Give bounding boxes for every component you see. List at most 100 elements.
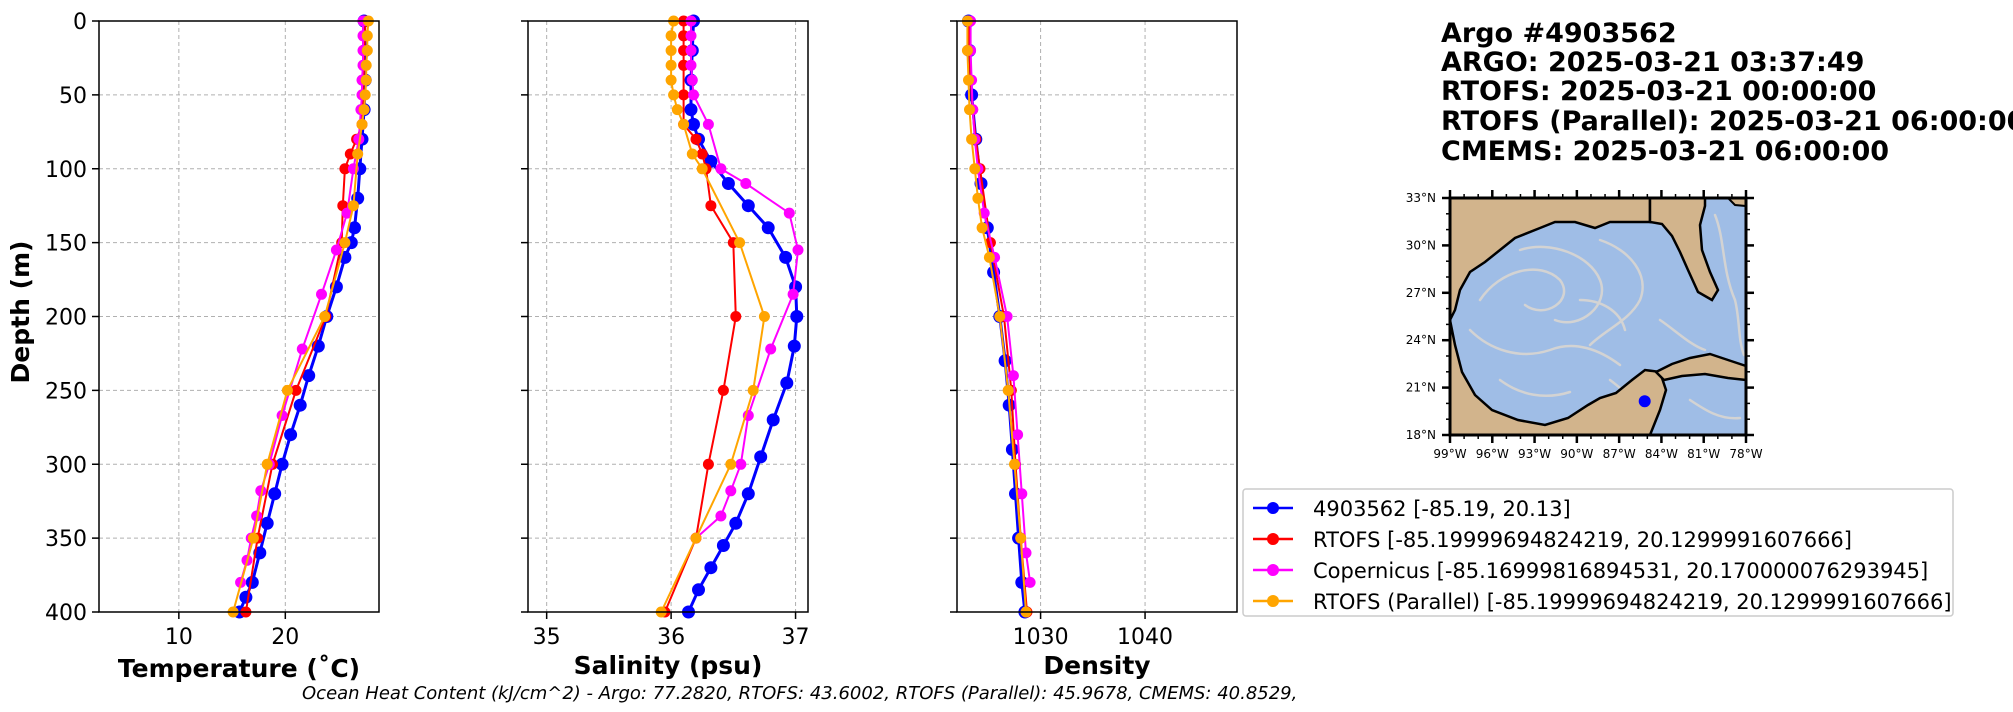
data-point-copernicus bbox=[702, 118, 714, 130]
data-point-parallel bbox=[668, 89, 680, 101]
data-point-rtofs bbox=[730, 311, 742, 322]
data-point-argo bbox=[741, 199, 755, 213]
legend-swatch-marker bbox=[1267, 564, 1279, 576]
argo-location-marker bbox=[1638, 395, 1651, 408]
x-tick-label: 36 bbox=[657, 625, 685, 650]
data-point-argo bbox=[268, 487, 282, 501]
data-point-parallel bbox=[994, 311, 1006, 322]
map-frame bbox=[1448, 196, 1748, 437]
data-point-copernicus bbox=[787, 288, 799, 300]
data-point-argo bbox=[293, 398, 307, 412]
data-point-argo bbox=[780, 376, 794, 390]
series-line-rtofs bbox=[663, 21, 737, 613]
map-lat-label: 30°N bbox=[1406, 238, 1436, 252]
x-tick-label: 1040 bbox=[1117, 625, 1173, 650]
data-point-parallel bbox=[972, 192, 984, 204]
x-tick-label: 35 bbox=[533, 625, 561, 650]
data-point-copernicus bbox=[296, 343, 308, 355]
data-point-copernicus bbox=[685, 30, 697, 42]
data-point-copernicus bbox=[1007, 370, 1019, 382]
data-point-parallel bbox=[1002, 384, 1014, 396]
x-tick-label: 37 bbox=[782, 625, 810, 650]
data-point-parallel bbox=[360, 59, 372, 71]
legend-label: RTOFS (Parallel) [-85.19999694824219, 20… bbox=[1313, 590, 1952, 614]
legend: 4903562 [-85.19, 20.13] RTOFS [-85.199996… bbox=[1242, 488, 1954, 617]
y-tick-label: 150 bbox=[45, 232, 87, 257]
x-axis-label: Temperature (˚C) bbox=[118, 654, 360, 683]
legend-swatch-marker bbox=[1267, 595, 1279, 607]
data-point-parallel bbox=[734, 237, 746, 249]
data-point-argo bbox=[754, 450, 768, 464]
map-lat-label: 21°N bbox=[1406, 381, 1436, 395]
data-point-rtofs bbox=[696, 148, 708, 160]
series-line-copernicus bbox=[239, 21, 364, 583]
map-streamline bbox=[1518, 245, 1604, 324]
data-point-parallel bbox=[758, 311, 770, 322]
legend-swatch-marker bbox=[1267, 533, 1279, 545]
map-lon-label: 84°W bbox=[1645, 447, 1678, 461]
data-point-parallel bbox=[961, 45, 973, 56]
title-line-cmems-time: CMEMS: 2025-03-21 06:00:00 bbox=[1441, 136, 1889, 167]
data-point-argo bbox=[761, 221, 775, 235]
data-point-argo bbox=[741, 487, 755, 501]
map-lon-label: 81°W bbox=[1687, 447, 1720, 461]
data-point-copernicus bbox=[685, 45, 697, 56]
legend-swatch-marker bbox=[1267, 502, 1279, 514]
legend-label: RTOFS [-85.19999694824219, 20.1299991607… bbox=[1313, 528, 1852, 552]
data-point-parallel bbox=[725, 458, 737, 470]
data-point-copernicus bbox=[686, 74, 698, 86]
y-tick-label: 100 bbox=[45, 158, 87, 183]
data-point-parallel bbox=[963, 74, 974, 86]
data-point-copernicus bbox=[1024, 576, 1036, 588]
data-point-copernicus bbox=[715, 163, 727, 175]
map-lat-label: 24°N bbox=[1406, 333, 1436, 347]
data-point-parallel bbox=[665, 45, 677, 56]
ohc-caption: Ocean Heat Content (kJ/cm^2) - Argo: 77.… bbox=[302, 683, 1297, 704]
map-lat-label: 18°N bbox=[1406, 428, 1436, 442]
data-point-argo bbox=[687, 117, 700, 131]
data-point-argo bbox=[692, 583, 705, 597]
data-point-copernicus bbox=[1012, 429, 1024, 441]
data-point-parallel bbox=[361, 30, 373, 42]
data-point-copernicus bbox=[978, 207, 990, 219]
y-tick-label: 250 bbox=[45, 379, 87, 404]
data-point-argo bbox=[260, 516, 274, 530]
data-point-argo bbox=[302, 369, 316, 383]
data-point-copernicus bbox=[688, 89, 699, 101]
data-point-copernicus bbox=[353, 133, 365, 145]
y-tick-label: 350 bbox=[45, 527, 87, 552]
data-point-copernicus bbox=[330, 244, 342, 256]
data-point-copernicus bbox=[740, 178, 752, 189]
series-line-parallel bbox=[232, 20, 370, 613]
y-tick-label: 300 bbox=[45, 453, 87, 478]
map-streamline bbox=[1578, 298, 1627, 332]
data-point-copernicus bbox=[783, 207, 795, 219]
data-point-copernicus bbox=[725, 485, 737, 497]
title-line-argo-time: ARGO: 2025-03-21 03:37:49 bbox=[1441, 47, 1864, 78]
data-point-argo bbox=[704, 561, 718, 575]
data-point-parallel bbox=[360, 74, 372, 86]
data-point-parallel bbox=[686, 148, 698, 160]
data-point-parallel bbox=[261, 458, 273, 470]
data-point-rtofs bbox=[705, 200, 717, 212]
data-point-parallel bbox=[671, 104, 683, 116]
data-point-parallel bbox=[339, 237, 351, 249]
map-streamline bbox=[1713, 213, 1746, 357]
y-tick-label: 0 bbox=[73, 10, 87, 35]
data-point-parallel bbox=[319, 311, 331, 322]
title-block: Argo #4903562 ARGO: 2025-03-21 03:37:49 … bbox=[1441, 18, 2013, 167]
legend-label: 4903562 [-85.19, 20.13] bbox=[1313, 497, 1571, 521]
map-lon-label: 78°W bbox=[1729, 447, 1762, 461]
map-lon-label: 87°W bbox=[1603, 447, 1636, 461]
data-point-argo bbox=[779, 250, 793, 264]
location-map: 99°W 96°W 93°W 90°W 87°W 84°W 81°W 78°W 33°N 30°N… bbox=[1406, 190, 1763, 461]
data-point-copernicus bbox=[1020, 547, 1032, 559]
data-point-argo bbox=[787, 339, 801, 353]
y-tick-label: 200 bbox=[45, 306, 87, 331]
data-point-parallel bbox=[1015, 532, 1027, 544]
data-point-parallel bbox=[665, 74, 677, 86]
data-point-copernicus bbox=[341, 207, 353, 219]
map-florida bbox=[1648, 196, 1720, 302]
data-point-argo bbox=[684, 103, 698, 117]
